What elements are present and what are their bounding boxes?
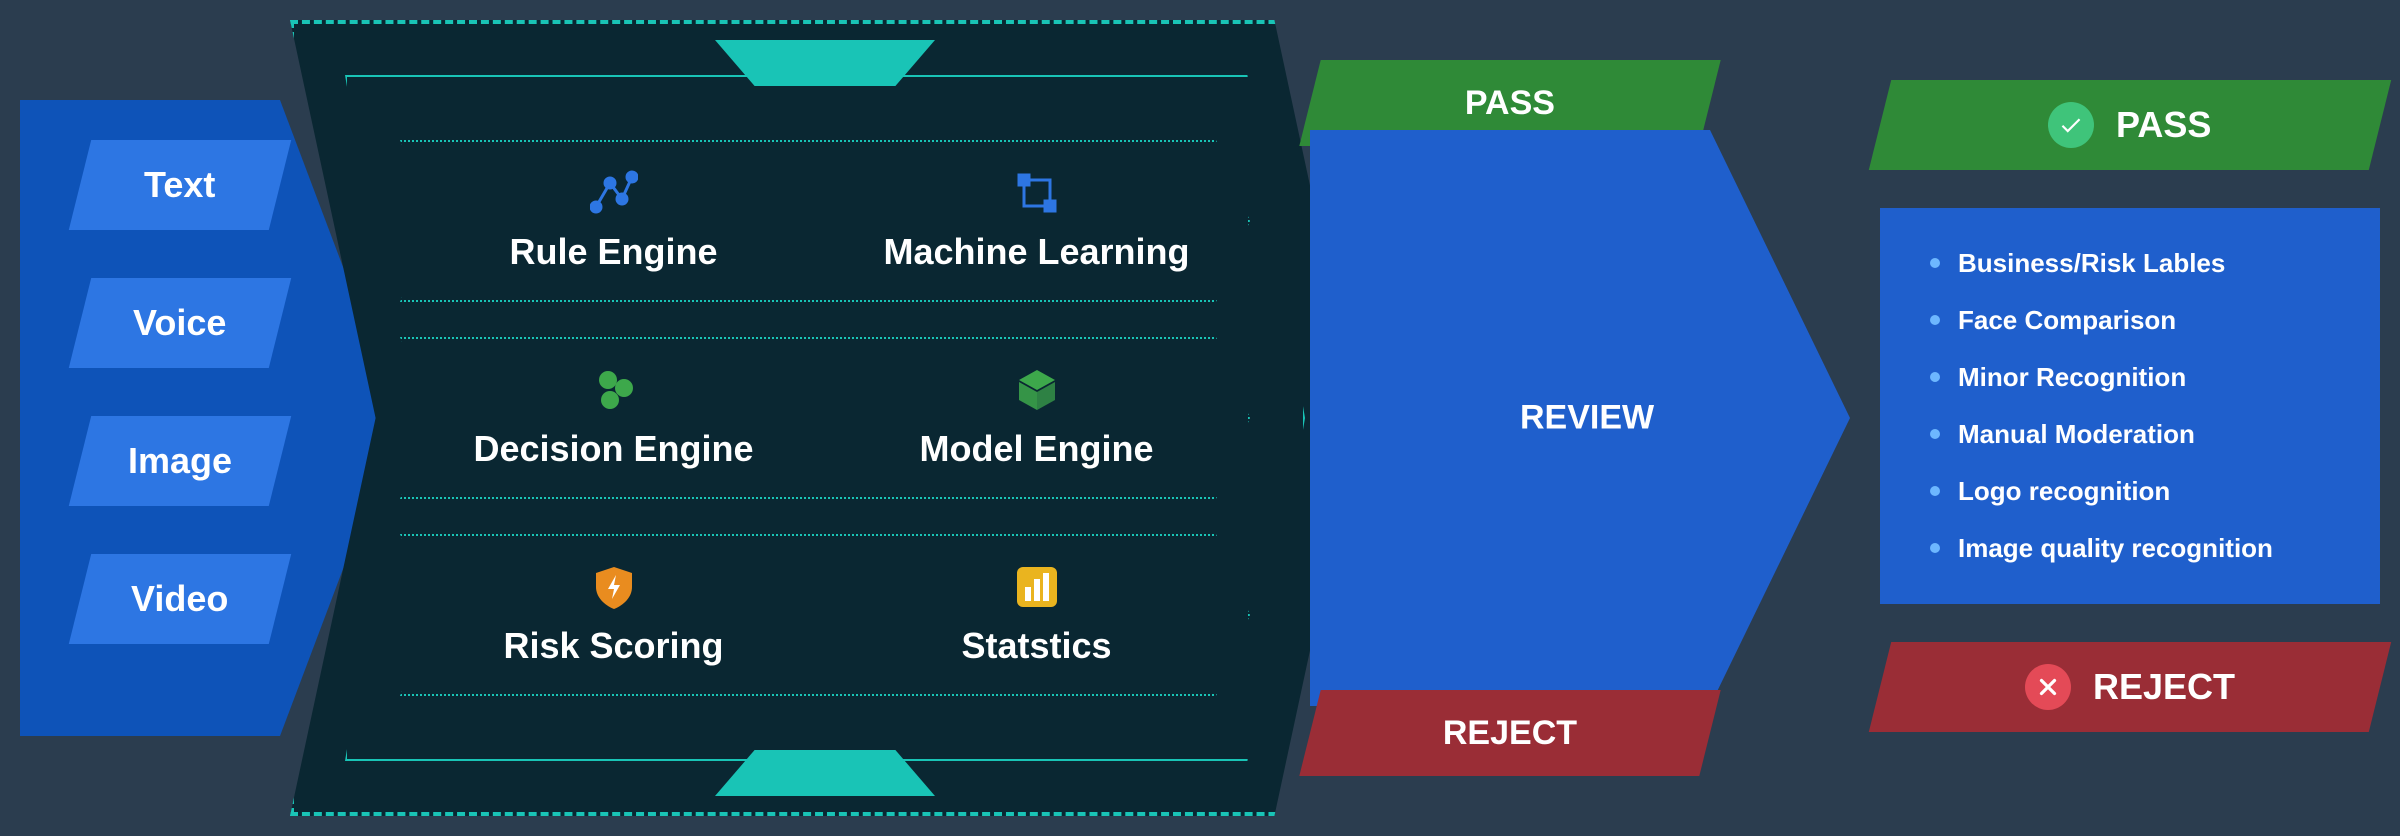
engine-cell-label: Decision Engine (473, 428, 753, 470)
engine-cell-stats: Statstics (825, 563, 1248, 667)
engine-cell-label: Risk Scoring (503, 625, 723, 667)
outcome-review-panel: Business/Risk Lables Face Comparison Min… (1880, 208, 2380, 604)
input-item-label: Text (144, 164, 215, 206)
input-item-text: Text (69, 140, 291, 230)
engine-cell-label: Machine Learning (883, 231, 1189, 273)
decision-arrow-point (1710, 130, 1850, 706)
input-item-video: Video (69, 554, 291, 644)
shield-bolt-icon (590, 563, 638, 611)
decision-review-label: REVIEW (1520, 399, 1654, 438)
bar-chart-icon (1013, 563, 1061, 611)
outcome-reject: REJECT (1869, 642, 2391, 732)
engine-cell-model: Model Engine (825, 366, 1248, 470)
review-list: Business/Risk Lables Face Comparison Min… (1930, 248, 2350, 564)
molecule-icon (590, 366, 638, 414)
outcome-pass: PASS (1869, 80, 2391, 170)
engine-row: Risk Scoring Statstics (400, 534, 1250, 696)
review-item: Minor Recognition (1930, 362, 2350, 393)
decision-reject-label: REJECT (1443, 714, 1577, 753)
review-item-label: Business/Risk Lables (1958, 248, 2225, 278)
engine-cell-rule: Rule Engine (402, 169, 825, 273)
decision-arrow: PASS REVIEW REJECT (1310, 130, 1850, 706)
x-circle-icon (2025, 664, 2071, 710)
review-item: Manual Moderation (1930, 419, 2350, 450)
engine-rows: Rule Engine Machine Learning Decision En… (400, 140, 1250, 696)
input-item-label: Voice (133, 302, 226, 344)
engine-panel: Rule Engine Machine Learning Decision En… (290, 20, 1360, 816)
review-item: Face Comparison (1930, 305, 2350, 336)
diagram-stage: Text Voice Image Video Rule Engine (0, 0, 2400, 836)
review-item-label: Image quality recognition (1958, 533, 2273, 563)
review-item-label: Manual Moderation (1958, 419, 2195, 449)
review-item: Business/Risk Lables (1930, 248, 2350, 279)
engine-row: Decision Engine Model Engine (400, 337, 1250, 499)
graph-icon (590, 169, 638, 217)
inputs-list: Text Voice Image Video (80, 140, 280, 692)
review-item: Image quality recognition (1930, 533, 2350, 564)
review-item-label: Face Comparison (1958, 305, 2176, 335)
review-item-label: Logo recognition (1958, 476, 2170, 506)
input-item-voice: Voice (69, 278, 291, 368)
outcome-column: PASS Business/Risk Lables Face Compariso… (1880, 80, 2380, 732)
review-item-label: Minor Recognition (1958, 362, 2186, 392)
engine-cell-label: Model Engine (920, 428, 1154, 470)
input-item-image: Image (69, 416, 291, 506)
review-item: Logo recognition (1930, 476, 2350, 507)
outcome-pass-label: PASS (2116, 104, 2211, 146)
engine-row: Rule Engine Machine Learning (400, 140, 1250, 302)
decision-reject-bar: REJECT (1299, 690, 1720, 776)
cube-icon (1013, 366, 1061, 414)
outcome-reject-label: REJECT (2093, 666, 2235, 708)
check-circle-icon (2048, 102, 2094, 148)
engine-cell-ml: Machine Learning (825, 169, 1248, 273)
vector-icon (1013, 169, 1061, 217)
engine-cell-label: Rule Engine (509, 231, 717, 273)
engine-cell-risk: Risk Scoring (402, 563, 825, 667)
input-item-label: Video (131, 578, 228, 620)
input-item-label: Image (128, 440, 232, 482)
engine-cell-decision: Decision Engine (402, 366, 825, 470)
decision-pass-label: PASS (1465, 84, 1555, 123)
engine-cell-label: Statstics (961, 625, 1111, 667)
